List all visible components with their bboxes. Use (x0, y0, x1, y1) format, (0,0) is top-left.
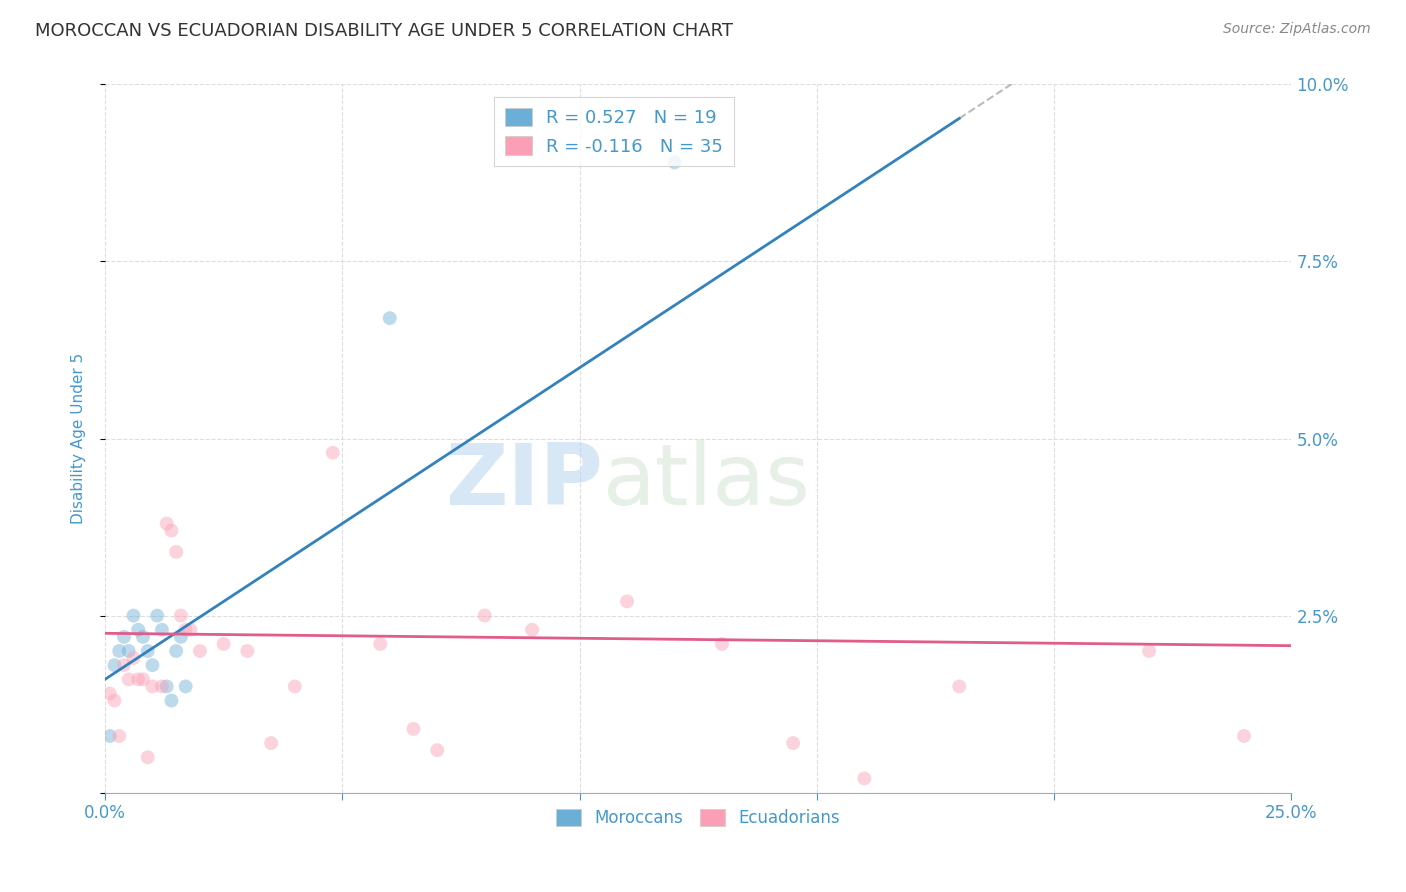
Point (165, 644, 187, 658)
Point (948, 680, 970, 694)
Point (188, 644, 211, 658)
Point (118, 644, 141, 658)
Point (179, 623, 201, 637)
Point (1233, 729, 1256, 743)
Point (616, 594, 638, 608)
Point (150, 680, 173, 694)
Point (108, 644, 131, 658)
Point (141, 658, 163, 673)
Point (322, 446, 344, 460)
Point (368, 637, 391, 651)
Point (156, 680, 179, 694)
Point (853, 772, 876, 786)
Point (98, 729, 121, 743)
Point (136, 644, 159, 658)
Text: atlas: atlas (603, 440, 811, 523)
Point (160, 693, 183, 707)
Legend: Moroccans, Ecuadorians: Moroccans, Ecuadorians (550, 803, 846, 834)
Point (710, 637, 733, 651)
Point (782, 736, 804, 750)
Point (108, 729, 131, 743)
Point (132, 673, 155, 687)
Point (402, 722, 425, 736)
Point (150, 623, 173, 637)
Point (170, 608, 193, 623)
Point (118, 673, 141, 687)
Point (156, 516, 179, 531)
Point (284, 680, 307, 694)
Text: MOROCCAN VS ECUADORIAN DISABILITY AGE UNDER 5 CORRELATION CHART: MOROCCAN VS ECUADORIAN DISABILITY AGE UN… (35, 22, 733, 40)
Point (141, 680, 163, 694)
Point (170, 630, 193, 644)
Point (146, 608, 169, 623)
Point (236, 644, 259, 658)
Point (103, 658, 125, 673)
Point (136, 750, 159, 764)
Point (127, 623, 149, 637)
Point (174, 623, 197, 637)
Point (160, 524, 183, 538)
Point (165, 545, 187, 559)
Point (122, 651, 145, 665)
Point (127, 673, 149, 687)
Point (1137, 644, 1160, 658)
Point (132, 630, 155, 644)
Point (260, 736, 283, 750)
Point (174, 680, 197, 694)
Y-axis label: Disability Age Under 5: Disability Age Under 5 (72, 353, 86, 524)
Point (122, 608, 145, 623)
Point (378, 311, 401, 326)
Point (664, 155, 686, 169)
Point (112, 658, 135, 673)
Point (520, 623, 543, 637)
Point (103, 693, 125, 707)
Point (112, 630, 135, 644)
Text: ZIP: ZIP (446, 440, 603, 523)
Point (98, 686, 121, 700)
Point (426, 743, 449, 757)
Text: Source: ZipAtlas.com: Source: ZipAtlas.com (1223, 22, 1371, 37)
Point (212, 637, 235, 651)
Point (474, 608, 496, 623)
